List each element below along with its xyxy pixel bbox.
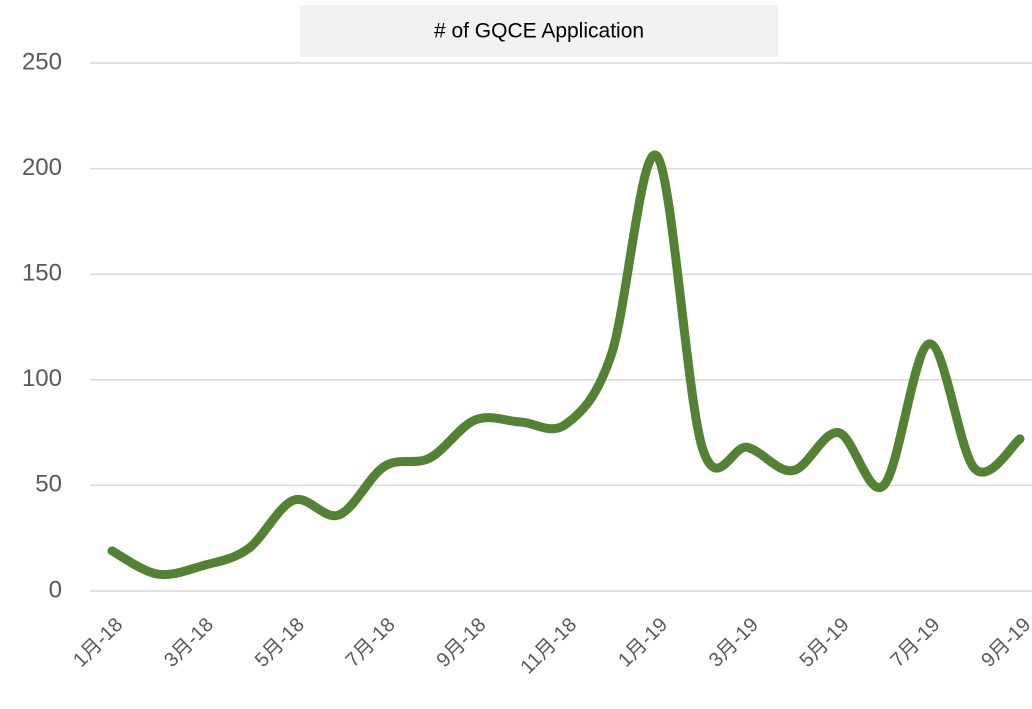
x-tick-label: 3月-19 <box>705 614 763 672</box>
y-tick-label: 0 <box>49 576 62 603</box>
x-tick-label: 11月-18 <box>516 614 581 679</box>
x-tick-label: 1月-19 <box>614 614 672 672</box>
line <box>107 150 1025 580</box>
x-tick-label: 5月-19 <box>796 614 854 672</box>
x-tick-label: 9月-19 <box>977 614 1032 672</box>
x-tick-label: 5月-18 <box>251 614 309 672</box>
x-tick-label: 3月-18 <box>160 614 218 672</box>
chart-title: # of GQCE Application <box>434 20 644 43</box>
y-tick-label: 250 <box>22 48 62 75</box>
y-tick-label: 150 <box>22 260 62 287</box>
y-tick-label: 100 <box>22 365 62 392</box>
x-tick-label: 9月-18 <box>432 614 490 672</box>
title-box <box>300 5 778 57</box>
x-tick-label: 1月-18 <box>69 614 127 672</box>
x-tick-label: 7月-18 <box>342 614 400 672</box>
y-tick-label: 200 <box>22 154 62 181</box>
x-tick-label: 7月-19 <box>886 614 944 672</box>
y-tick-label: 50 <box>35 471 62 498</box>
